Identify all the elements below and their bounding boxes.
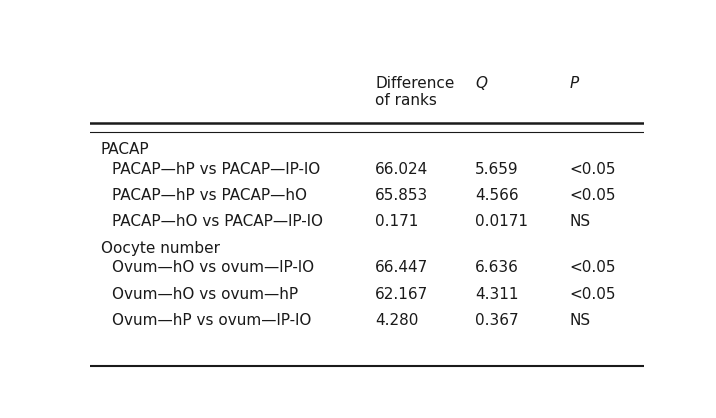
Text: 0.367: 0.367	[475, 313, 519, 328]
Text: 4.280: 4.280	[375, 313, 419, 328]
Text: PACAP—hP vs PACAP—hO: PACAP—hP vs PACAP—hO	[112, 188, 306, 203]
Text: PACAP—hP vs PACAP—lP-lO: PACAP—hP vs PACAP—lP-lO	[112, 162, 320, 177]
Text: Oocyte number: Oocyte number	[100, 241, 220, 255]
Text: <0.05: <0.05	[569, 260, 616, 275]
Text: Ovum—hP vs ovum—lP-lO: Ovum—hP vs ovum—lP-lO	[112, 313, 311, 328]
Text: NS: NS	[569, 214, 591, 229]
Text: Q: Q	[475, 76, 487, 91]
Text: 5.659: 5.659	[475, 162, 519, 177]
Text: <0.05: <0.05	[569, 162, 616, 177]
Text: 0.0171: 0.0171	[475, 214, 528, 229]
Text: <0.05: <0.05	[569, 188, 616, 203]
Text: 4.566: 4.566	[475, 188, 519, 203]
Text: 4.311: 4.311	[475, 287, 518, 302]
Text: <0.05: <0.05	[569, 287, 616, 302]
Text: PACAP: PACAP	[100, 142, 149, 157]
Text: 62.167: 62.167	[375, 287, 428, 302]
Text: 66.447: 66.447	[375, 260, 428, 275]
Text: 0.171: 0.171	[375, 214, 419, 229]
Text: 66.024: 66.024	[375, 162, 428, 177]
Text: PACAP—hO vs PACAP—lP-lO: PACAP—hO vs PACAP—lP-lO	[112, 214, 323, 229]
Text: Difference
of ranks: Difference of ranks	[375, 76, 455, 108]
Text: Ovum—hO vs ovum—hP: Ovum—hO vs ovum—hP	[112, 287, 298, 302]
Text: 6.636: 6.636	[475, 260, 519, 275]
Text: P: P	[569, 76, 579, 91]
Text: NS: NS	[569, 313, 591, 328]
Text: 65.853: 65.853	[375, 188, 428, 203]
Text: Ovum—hO vs ovum—lP-lO: Ovum—hO vs ovum—lP-lO	[112, 260, 314, 275]
